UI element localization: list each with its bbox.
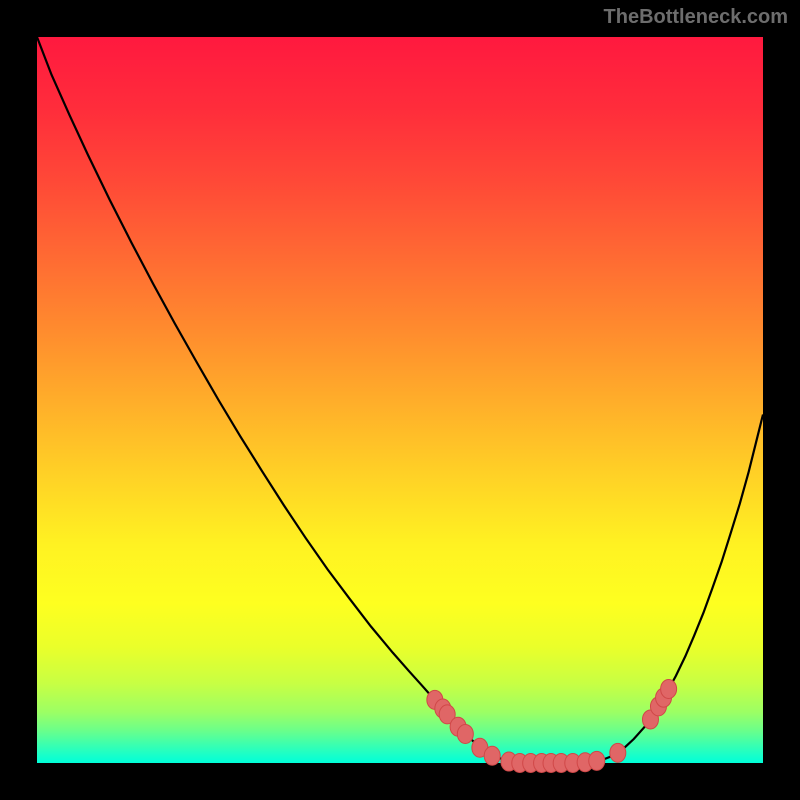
watermark-text: TheBottleneck.com: [604, 6, 788, 29]
plot-background: [37, 37, 763, 763]
chart-svg: [0, 0, 800, 800]
chart-container: TheBottleneck.com: [0, 0, 800, 800]
data-marker: [661, 679, 677, 698]
data-marker: [610, 743, 626, 762]
data-marker: [457, 724, 473, 743]
data-marker: [589, 751, 605, 770]
data-marker: [484, 746, 500, 765]
